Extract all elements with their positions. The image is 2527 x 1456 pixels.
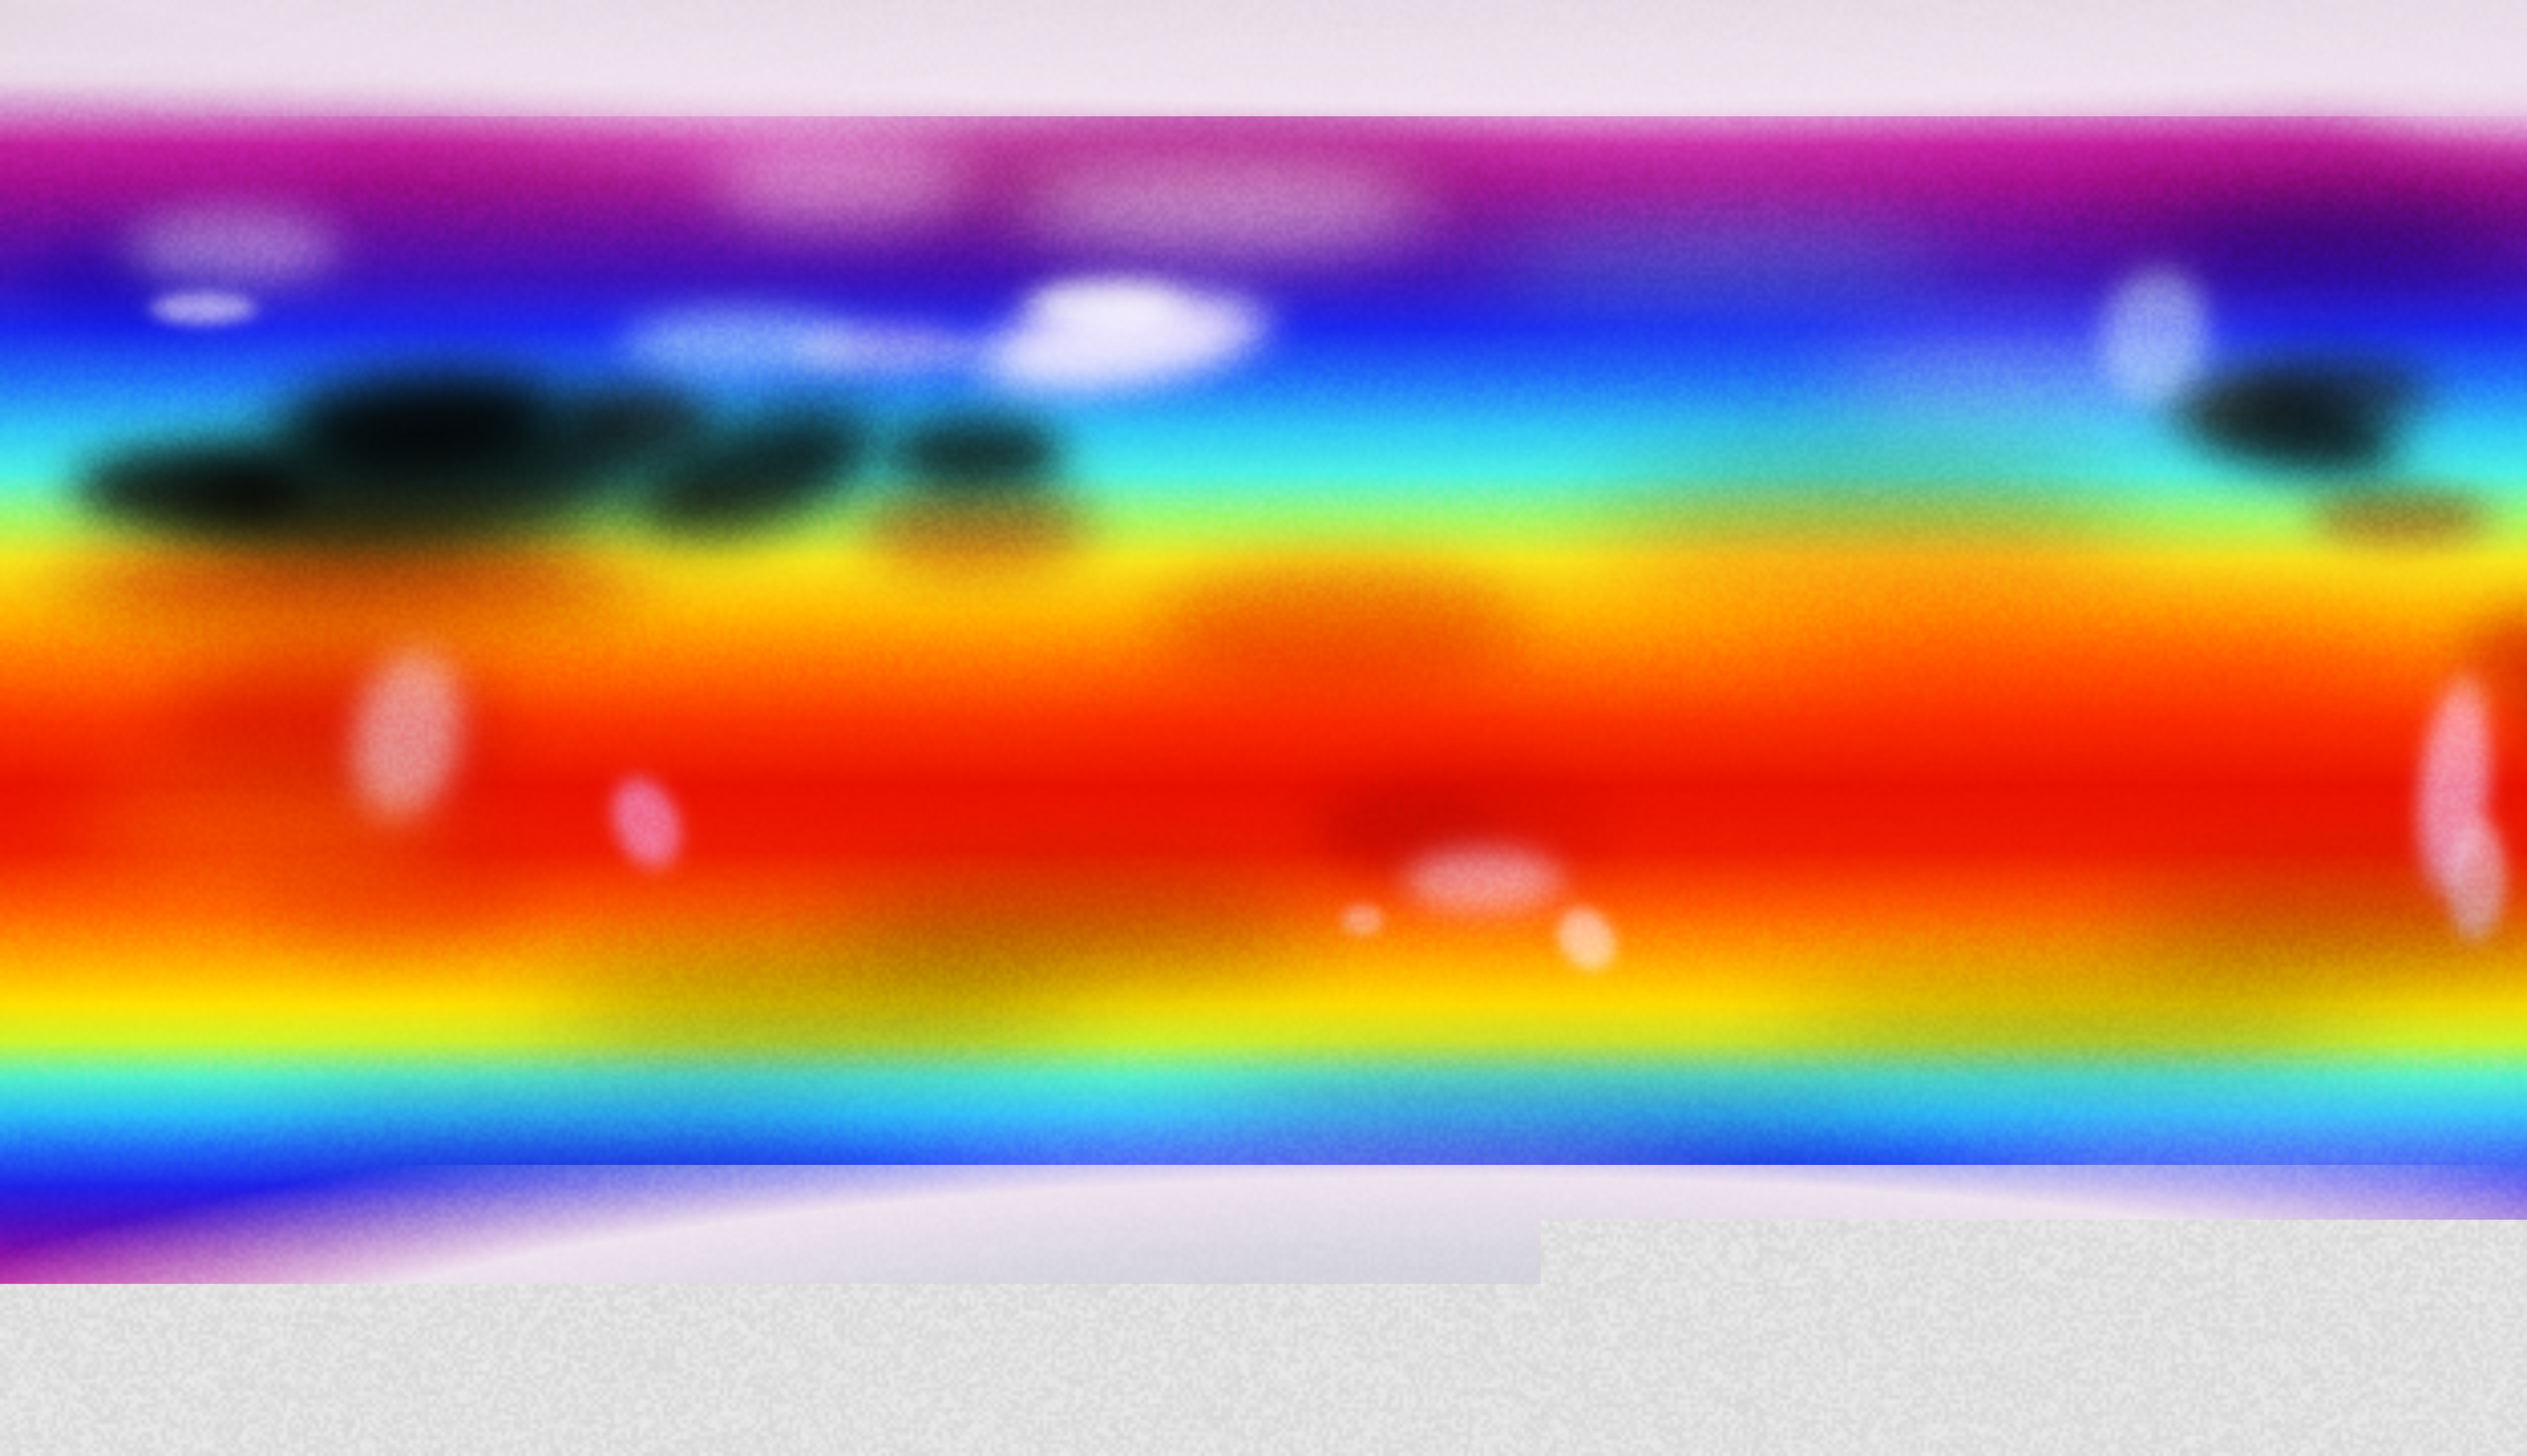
temperature-map: Global Surface Air Temperature Global eq…	[0, 0, 2527, 1456]
edge-vignette	[0, 0, 2527, 1456]
